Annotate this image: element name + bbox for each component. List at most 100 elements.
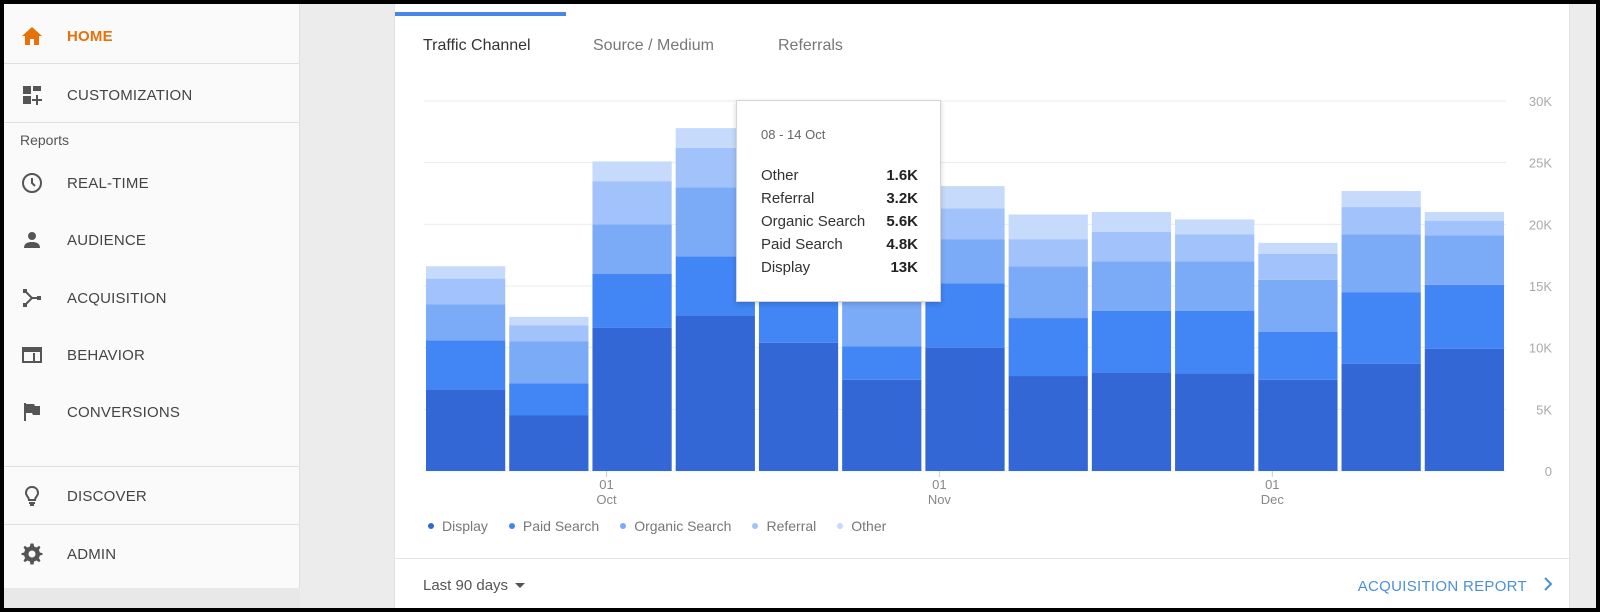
legend-dot — [837, 523, 844, 529]
acquisition-report-link[interactable]: ACQUISITION REPORT — [1358, 577, 1553, 595]
sidebar-divider — [4, 524, 300, 525]
tooltip-row: Paid Search 4.8K — [761, 236, 918, 253]
bar-segment-display — [925, 347, 1005, 471]
nav-item-customization-label: CUSTOMIZATION — [67, 86, 193, 104]
bar-segment-referral — [1341, 207, 1421, 235]
bar-segment-referral — [592, 181, 672, 225]
tab-traffic-channel[interactable]: Traffic Channel — [423, 37, 531, 54]
tooltip-series-value: 5.6K — [886, 213, 918, 230]
y-tick-label: 10K — [1529, 341, 1552, 356]
bar-segment-paid-search — [1175, 310, 1255, 374]
bar-segment-organic-search — [426, 304, 506, 341]
legend-item-referral[interactable]: Referral — [752, 518, 816, 534]
bar-segment-other — [1341, 191, 1421, 208]
bar-segment-display — [1341, 363, 1421, 471]
bar-segment-organic-search — [509, 341, 589, 384]
tooltip-series-value: 3.2K — [886, 190, 918, 207]
bar-segment-other — [1424, 212, 1504, 221]
active-tab-indicator — [395, 12, 566, 16]
tooltip-date: 08 - 14 Oct — [761, 127, 826, 142]
nav-item-home-label: HOME — [67, 27, 113, 45]
tooltip-series-name: Referral — [761, 190, 815, 207]
acquisition-report-label: ACQUISITION REPORT — [1357, 577, 1527, 595]
legend-item-other[interactable]: Other — [837, 518, 886, 534]
tooltip-series-value: 4.8K — [886, 236, 918, 253]
tooltip-row: Display 13K — [761, 259, 918, 276]
lightbulb-icon — [20, 484, 44, 508]
tab-source-medium[interactable]: Source / Medium — [593, 37, 714, 54]
nav-item-admin-label: ADMIN — [67, 545, 117, 563]
y-tick-label: 5K — [1536, 402, 1552, 417]
legend-label: Referral — [766, 518, 817, 534]
bar-segment-display — [1424, 348, 1504, 471]
legend-label: Paid Search — [522, 518, 600, 534]
bar-segment-other — [1175, 219, 1255, 235]
bar-segment-organic-search — [1175, 261, 1255, 311]
y-tick-label: 30K — [1529, 94, 1552, 109]
legend-item-display[interactable]: Display — [428, 518, 488, 534]
bar-segment-paid-search — [842, 346, 922, 380]
tooltip-series-name: Paid Search — [761, 236, 843, 253]
bar-segment-paid-search — [1091, 310, 1172, 373]
bar-segment-other — [1258, 242, 1338, 254]
card-footer-divider — [395, 558, 1571, 559]
nav-item-conversions[interactable]: CONVERSIONS — [4, 394, 300, 430]
bar-segment-organic-search — [592, 224, 672, 274]
tooltip-row: Referral 3.2K — [761, 190, 918, 207]
bar-segment-paid-search — [1424, 284, 1504, 349]
bar-segment-paid-search — [1008, 318, 1088, 377]
nav-item-customization[interactable]: CUSTOMIZATION — [4, 77, 300, 113]
bar-segment-referral — [426, 278, 506, 305]
tooltip-row: Other 1.6K — [761, 167, 918, 184]
legend-dot — [752, 523, 759, 529]
y-tick-label: 20K — [1529, 217, 1552, 232]
nav-item-home[interactable]: HOME — [4, 18, 300, 54]
reports-section-label: Reports — [20, 132, 70, 148]
legend-label: Other — [851, 518, 887, 534]
bar-segment-paid-search — [592, 273, 672, 328]
sidebar-divider — [4, 466, 300, 467]
sidebar-divider — [4, 122, 300, 123]
nav-item-audience[interactable]: AUDIENCE — [4, 222, 300, 258]
x-tick-day-label: 01 — [932, 477, 946, 492]
legend-dot — [620, 523, 627, 529]
bar-segment-organic-search — [1341, 234, 1421, 293]
date-range-selector[interactable]: Last 90 days — [423, 577, 526, 594]
bar-segment-referral — [1008, 239, 1088, 267]
y-tick-label: 0 — [1545, 464, 1552, 479]
right-gutter — [1571, 4, 1596, 608]
tab-referrals[interactable]: Referrals — [778, 37, 843, 54]
date-range-label: Last 90 days — [423, 577, 509, 594]
legend-item-paid-search[interactable]: Paid Search — [508, 518, 600, 534]
chart-tooltip: 08 - 14 Oct Other 1.6K Referral 3.2K Org… — [736, 100, 941, 302]
bar-segment-paid-search — [509, 383, 589, 416]
bar-segment-display — [675, 315, 755, 471]
nav-item-realtime-label: REAL-TIME — [67, 174, 149, 192]
sidebar-bottom-strip — [4, 588, 300, 608]
caret-down-icon — [515, 583, 526, 588]
legend-item-organic-search[interactable]: Organic Search — [620, 518, 731, 534]
y-tick-label: 25K — [1529, 156, 1552, 171]
behavior-window-icon — [20, 343, 44, 367]
tooltip-series-value: 1.6K — [886, 167, 918, 184]
legend-label: Display — [442, 518, 488, 534]
chevron-right-icon — [1543, 577, 1553, 595]
nav-item-discover[interactable]: DISCOVER — [4, 478, 300, 514]
bar-segment-display — [1008, 376, 1088, 471]
bar-segment-organic-search — [1008, 266, 1088, 319]
bar-segment-paid-search — [426, 340, 506, 390]
bar-segment-referral — [1258, 253, 1338, 280]
person-icon — [20, 228, 44, 252]
bar-segment-display — [509, 415, 589, 471]
nav-item-behavior[interactable]: BEHAVIOR — [4, 337, 300, 373]
x-tick-day-label: 01 — [599, 477, 613, 492]
sidebar-divider — [4, 63, 300, 64]
nav-item-realtime[interactable]: REAL-TIME — [4, 165, 300, 201]
tooltip-series-name: Other — [761, 167, 799, 184]
bar-segment-other — [592, 161, 672, 182]
dashboard-add-icon — [20, 83, 44, 107]
nav-item-admin[interactable]: ADMIN — [4, 536, 300, 572]
x-tick-month-label: Nov — [928, 492, 952, 507]
nav-item-acquisition[interactable]: ACQUISITION — [4, 280, 300, 316]
